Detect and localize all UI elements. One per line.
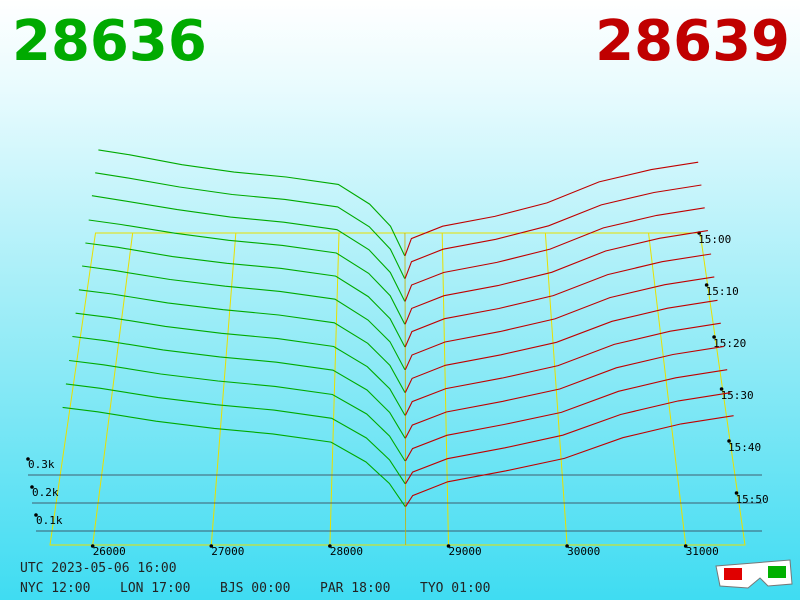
bid-depth-line: [91, 195, 406, 302]
z-tick-label: 0.1k: [36, 514, 63, 527]
tick-mark: [26, 457, 30, 461]
time-tick-label: 15:00: [698, 233, 731, 246]
ask-depth-line: [404, 345, 725, 439]
grid-line: [92, 232, 134, 546]
ask-depth-line: [404, 276, 715, 371]
time-tick-label: 15:20: [713, 337, 746, 350]
ask-depth-line: [405, 392, 731, 485]
lens-green: [768, 566, 786, 578]
footer-text: NYC 12:00: [20, 581, 90, 596]
x-tick-label: 30000: [567, 545, 600, 558]
ask-depth-line: [404, 253, 712, 348]
ask-depth-line: [404, 322, 721, 416]
ask-depth-line: [405, 369, 728, 462]
footer-text: TYO 01:00: [420, 581, 490, 596]
bid-depth-line: [98, 149, 406, 257]
tick-mark: [719, 387, 724, 391]
footer-text: PAR 18:00: [320, 581, 390, 596]
tick-mark: [446, 544, 451, 548]
bid-depth-line: [72, 335, 406, 439]
ask-price: 28639: [595, 9, 790, 74]
bid-depth-line: [75, 312, 406, 416]
bid-depth-line: [78, 289, 406, 393]
ask-depth-line: [404, 161, 699, 256]
ask-depth-line: [404, 230, 708, 325]
z-tick-label: 0.2k: [32, 486, 59, 499]
grid-line: [544, 232, 568, 546]
bid-depth-line: [62, 406, 406, 507]
ask-depth-line: [404, 299, 718, 393]
time-tick-label: 15:30: [721, 389, 754, 402]
ask-depth-line: [404, 207, 705, 302]
tick-mark: [209, 544, 214, 548]
grid-line: [329, 232, 340, 546]
tick-mark: [30, 485, 34, 489]
time-tick-label: 15:10: [706, 285, 739, 298]
ask-depth-line: [405, 415, 734, 507]
time-tick-label: 15:50: [736, 493, 769, 506]
footer-text: LON 17:00: [120, 581, 190, 596]
lens-red: [724, 568, 742, 580]
bid-depth-line: [65, 383, 406, 485]
time-tick-label: 15:40: [728, 441, 761, 454]
x-tick-label: 27000: [211, 545, 244, 558]
grid-line: [648, 232, 687, 546]
footer-text: UTC 2023-05-06 16:00: [20, 561, 177, 576]
x-tick-label: 26000: [93, 545, 126, 558]
tick-mark: [704, 283, 709, 287]
tick-mark: [34, 513, 38, 517]
tick-mark: [683, 544, 688, 548]
glasses-icon: [715, 559, 793, 589]
tick-mark: [328, 544, 332, 548]
footer-text: BJS 00:00: [220, 581, 290, 596]
mid-line: [404, 232, 407, 546]
tick-mark: [734, 491, 739, 495]
bid-depth-line: [69, 359, 406, 462]
bid-depth-line: [82, 265, 406, 371]
x-tick-label: 31000: [686, 545, 719, 558]
tick-mark: [565, 544, 569, 548]
ask-depth-line: [404, 184, 702, 279]
x-tick-label: 28000: [330, 545, 363, 558]
x-tick-label: 29000: [448, 545, 481, 558]
bid-depth-line: [88, 219, 406, 325]
bid-depth-line: [95, 172, 406, 279]
bid-depth-line: [85, 242, 406, 348]
tick-mark: [712, 335, 716, 339]
tick-mark: [90, 544, 95, 548]
plot: 26000 27000 28000 29000 30000 31000 0.1k 0.2k 0.…: [26, 149, 769, 558]
bid-price: 28636: [12, 9, 207, 74]
grid-line: [210, 232, 237, 546]
z-tick-label: 0.3k: [28, 458, 55, 471]
tick-mark: [727, 439, 731, 443]
